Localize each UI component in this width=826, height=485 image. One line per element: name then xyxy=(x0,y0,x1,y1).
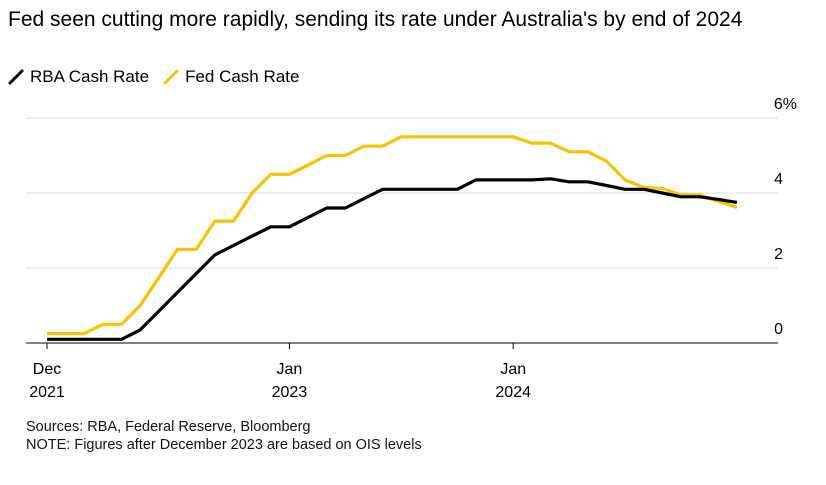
series-line-fed xyxy=(47,135,738,336)
legend: RBA Cash Rate Fed Cash Rate xyxy=(8,66,313,88)
y-tick-label: 4 xyxy=(774,171,783,188)
y-tick-label: 6% xyxy=(774,96,797,113)
x-tick-label: Jan xyxy=(500,361,526,378)
legend-swatch-rba xyxy=(8,69,24,85)
chart-title: Fed seen cutting more rapidly, sending i… xyxy=(8,8,743,31)
x-tick-label: Dec xyxy=(33,361,61,378)
y-tick-label: 0 xyxy=(774,321,783,338)
legend-label-fed: Fed Cash Rate xyxy=(185,67,300,86)
legend-label-rba: RBA Cash Rate xyxy=(30,67,150,86)
note-text: NOTE: Figures after December 2023 are ba… xyxy=(26,437,422,453)
series-line-rba xyxy=(47,177,738,341)
x-tick-label: 2024 xyxy=(495,384,531,401)
x-tick-label: 2023 xyxy=(272,384,308,401)
y-tick-label: 2 xyxy=(774,246,783,263)
legend-swatch-fed xyxy=(163,69,179,85)
legend-item-rba: RBA Cash Rate xyxy=(8,66,149,88)
x-tick-label: 2021 xyxy=(29,384,65,401)
legend-item-fed: Fed Cash Rate xyxy=(163,66,299,88)
x-tick-label: Jan xyxy=(277,361,303,378)
sources-text: Sources: RBA, Federal Reserve, Bloomberg xyxy=(26,419,311,435)
chart-footer: Sources: RBA, Federal Reserve, Bloomberg… xyxy=(26,418,422,454)
